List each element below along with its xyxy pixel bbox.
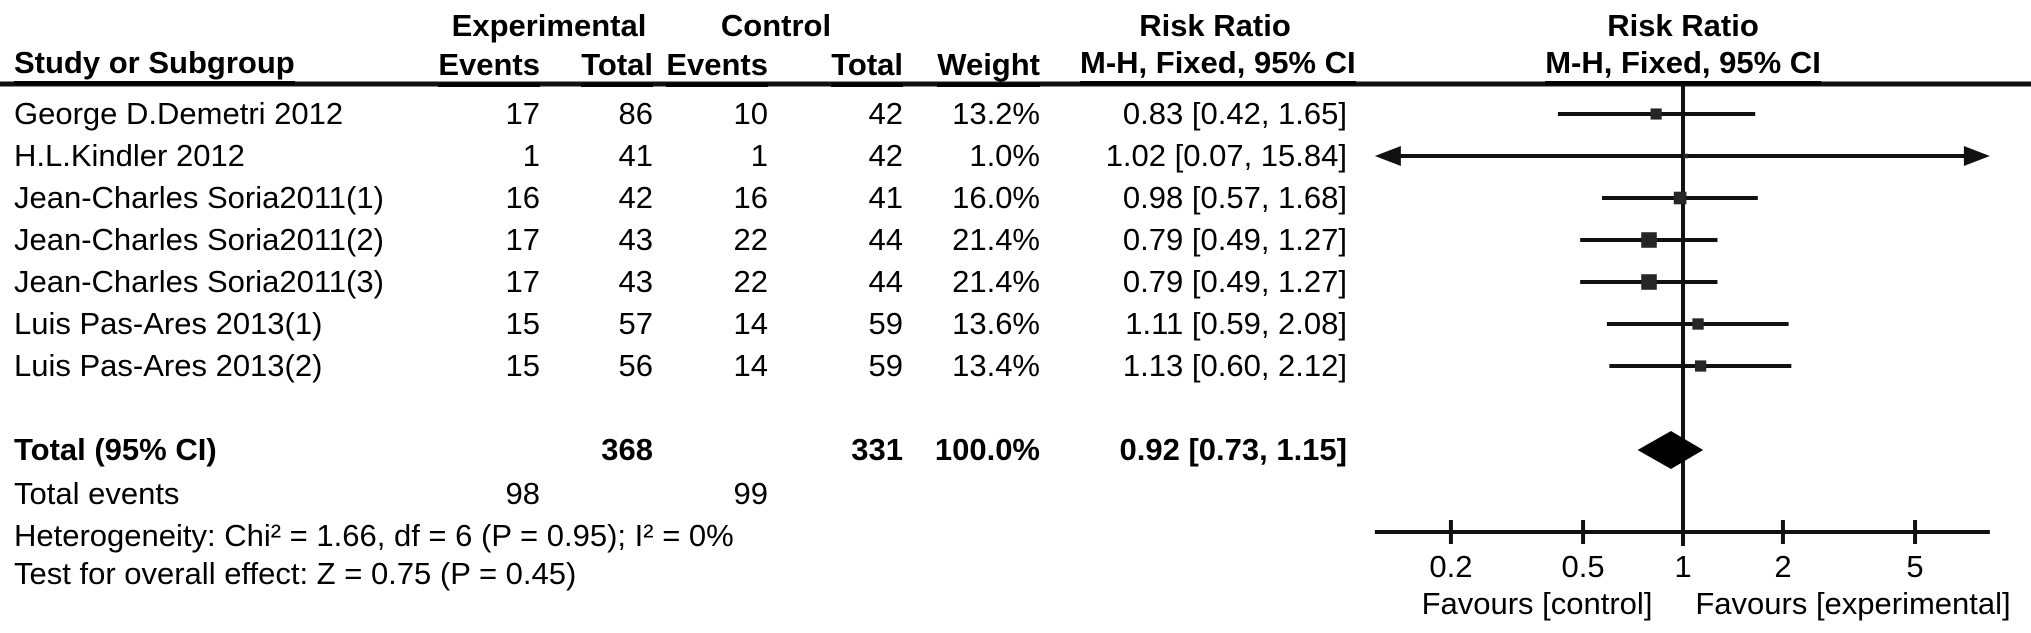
exp-events-value: 15	[505, 306, 540, 341]
ctrl-total-value: 44	[868, 264, 903, 299]
table-row: George D.Demetri 2012 17 86 10 42 13.2% …	[0, 93, 1360, 135]
weight-value: 13.4%	[952, 348, 1040, 383]
weight-value: 13.6%	[952, 306, 1040, 341]
study-name: Jean-Charles Soria2011(3)	[14, 264, 384, 299]
weight-value: 21.4%	[952, 264, 1040, 299]
x-axis-tick-label: 0.2	[1429, 549, 1472, 584]
total-events-exp: 98	[505, 476, 540, 511]
rr-ci-value: 0.83 [0.42, 1.65]	[1122, 96, 1347, 131]
ctrl-total-value: 42	[868, 96, 903, 131]
study-name: Jean-Charles Soria2011(2)	[14, 222, 384, 257]
rr-ci-value: 1.13 [0.60, 2.12]	[1122, 348, 1347, 383]
x-axis-tick-label: 1	[1674, 549, 1691, 584]
favours-control-label: Favours [control]	[1421, 586, 1653, 621]
effect-square	[1673, 191, 1687, 205]
rr-ci-value: 0.98 [0.57, 1.68]	[1122, 180, 1347, 215]
ctrl-total-value: 59	[868, 306, 903, 341]
total-events-ctrl: 99	[733, 476, 768, 511]
study-name: Luis Pas-Ares 2013(1)	[14, 306, 323, 341]
header-risk-ratio-plot: Risk Ratio	[1607, 8, 1759, 43]
table-row: Jean-Charles Soria2011(2) 17 43 22 44 21…	[0, 219, 1360, 261]
exp-total-value: 41	[618, 138, 653, 173]
favours-experimental-label: Favours [experimental]	[1695, 586, 2011, 621]
total-ctrl-total: 331	[851, 432, 903, 467]
table-row: Luis Pas-Ares 2013(2) 15 56 14 59 13.4% …	[0, 345, 1360, 387]
study-name: Luis Pas-Ares 2013(2)	[14, 348, 323, 383]
ctrl-total-value: 42	[868, 138, 903, 173]
header-experimental-group: Experimental	[451, 8, 647, 43]
ci-arrow-right	[1963, 146, 1990, 166]
exp-events-value: 1	[522, 138, 540, 173]
header-ctrl-events: Events	[666, 47, 768, 87]
header-mh-table: M-H, Fixed, 95% CI	[1080, 45, 1356, 85]
header-control-group: Control	[720, 8, 832, 43]
header-weight: Weight	[937, 47, 1040, 87]
rr-ci-value: 0.79 [0.49, 1.27]	[1122, 222, 1347, 257]
rr-ci-value: 0.79 [0.49, 1.27]	[1122, 264, 1347, 299]
ctrl-events-value: 1	[750, 138, 768, 173]
study-name: H.L.Kindler 2012	[14, 138, 245, 173]
table-row: Jean-Charles Soria2011(3) 17 43 22 44 21…	[0, 261, 1360, 303]
x-axis-tick-label: 2	[1774, 549, 1791, 584]
x-axis-tick-label: 5	[1906, 549, 1923, 584]
exp-events-value: 16	[505, 180, 540, 215]
effect-square	[1650, 108, 1662, 120]
exp-total-value: 43	[618, 264, 653, 299]
effect-square	[1683, 153, 1689, 159]
ctrl-events-value: 22	[733, 222, 768, 257]
total-row: Total (95% CI) 368 331 100.0% 0.92 [0.73…	[0, 429, 1360, 471]
exp-events-value: 15	[505, 348, 540, 383]
exp-events-value: 17	[505, 96, 540, 131]
effect-square	[1695, 360, 1707, 372]
weight-value: 21.4%	[952, 222, 1040, 257]
study-name: Jean-Charles Soria2011(1)	[14, 180, 384, 215]
table-row: Jean-Charles Soria2011(1) 16 42 16 41 16…	[0, 177, 1360, 219]
ctrl-total-value: 41	[868, 180, 903, 215]
ctrl-events-value: 22	[733, 264, 768, 299]
ctrl-events-value: 14	[733, 348, 768, 383]
total-weight: 100.0%	[934, 432, 1040, 467]
rr-ci-value: 1.11 [0.59, 2.08]	[1125, 306, 1347, 341]
header-exp-events: Events	[438, 47, 540, 87]
header-exp-total: Total	[581, 47, 653, 87]
effect-square	[1692, 318, 1704, 330]
exp-total-value: 57	[618, 306, 653, 341]
table-row: Luis Pas-Ares 2013(1) 15 57 14 59 13.6% …	[0, 303, 1360, 345]
effect-square	[1641, 274, 1657, 290]
exp-total-value: 56	[618, 348, 653, 383]
exp-total-value: 86	[618, 96, 653, 131]
total-events-label: Total events	[14, 476, 180, 511]
total-exp-total: 368	[601, 432, 653, 467]
ctrl-events-value: 10	[733, 96, 768, 131]
total-diamond	[1637, 431, 1704, 469]
heterogeneity-text: Heterogeneity: Chi² = 1.66, df = 6 (P = …	[14, 518, 734, 553]
header-study: Study or Subgroup	[14, 45, 295, 85]
exp-events-value: 17	[505, 264, 540, 299]
study-name: George D.Demetri 2012	[14, 96, 344, 131]
total-label: Total (95% CI)	[14, 432, 217, 467]
exp-total-value: 42	[618, 180, 653, 215]
effect-square	[1641, 232, 1657, 248]
total-events-row: Total events 98 99	[0, 473, 1360, 515]
x-axis-tick-label: 0.5	[1562, 549, 1605, 584]
weight-value: 13.2%	[952, 96, 1040, 131]
ctrl-events-value: 14	[733, 306, 768, 341]
total-rr-ci: 0.92 [0.73, 1.15]	[1119, 432, 1348, 467]
weight-value: 16.0%	[952, 180, 1040, 215]
ctrl-events-value: 16	[733, 180, 768, 215]
table-row: H.L.Kindler 2012 1 41 1 42 1.0% 1.02 [0.…	[0, 135, 1360, 177]
weight-value: 1.0%	[969, 138, 1040, 173]
exp-total-value: 43	[618, 222, 653, 257]
rr-ci-value: 1.02 [0.07, 15.84]	[1105, 138, 1347, 173]
overall-effect-text: Test for overall effect: Z = 0.75 (P = 0…	[14, 556, 577, 591]
header-risk-ratio-table: Risk Ratio	[1139, 8, 1291, 43]
header-ctrl-total: Total	[831, 47, 903, 87]
ci-arrow-left	[1374, 146, 1401, 166]
exp-events-value: 17	[505, 222, 540, 257]
ctrl-total-value: 44	[868, 222, 903, 257]
ctrl-total-value: 59	[868, 348, 903, 383]
header-mh-plot: M-H, Fixed, 95% CI	[1545, 45, 1821, 85]
